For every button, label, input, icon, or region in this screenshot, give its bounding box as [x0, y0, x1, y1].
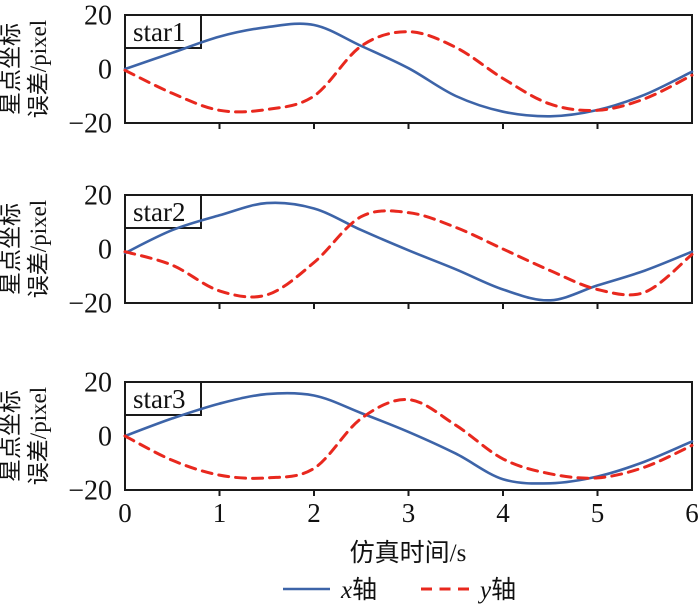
- curve-star2-x-axis: [123, 201, 694, 302]
- star-label-box: [124, 14, 202, 49]
- x-tick-label: 5: [591, 498, 605, 528]
- star-label: star2: [133, 197, 185, 227]
- star-label-box: [124, 381, 202, 416]
- x-tick-label: 3: [402, 498, 416, 528]
- x-tick-label: 2: [307, 498, 321, 528]
- y-axis-label-line1: 星点坐标: [0, 203, 23, 295]
- x-tick-marks: [218, 123, 599, 129]
- y-tick-label: 20: [84, 368, 112, 399]
- curve-star2-y-axis: [123, 209, 694, 299]
- star-label: star1: [133, 17, 185, 47]
- y-tick-label: −20: [68, 109, 112, 140]
- subplot-star1: 20 0 −20 星点坐标 误差/pixel star1: [0, 1, 694, 140]
- curve-star1-x-axis: [123, 22, 694, 118]
- y-axis-label-line2: 误差/pixel: [26, 20, 51, 118]
- x-tick-marks: [218, 490, 599, 496]
- y-axis-label-line2: 误差/pixel: [26, 387, 51, 485]
- star-label-box: [124, 194, 202, 229]
- x-tick-label: 6: [685, 498, 699, 528]
- subplot-star2: 20 0 −20 星点坐标 误差/pixel star2: [0, 181, 694, 320]
- y-tick-label: 20: [84, 181, 112, 212]
- y-axis-label-line1: 星点坐标: [0, 23, 23, 115]
- x-tick-label: 1: [213, 498, 227, 528]
- subplot-star3: 20 0 −20 星点坐标 误差/pixel star3: [0, 368, 694, 507]
- y-tick-label: 0: [98, 422, 112, 453]
- curve-star1-y-axis: [123, 30, 694, 114]
- y-tick-label: 0: [98, 55, 112, 86]
- x-axis-tick-labels: 0 1 2 3 4 5 6: [118, 498, 699, 528]
- y-axis-label-line2: 误差/pixel: [26, 200, 51, 298]
- y-tick-label: 0: [98, 235, 112, 266]
- y-axis-label-line1: 星点坐标: [0, 390, 23, 482]
- x-tick-label: 4: [496, 498, 510, 528]
- legend-label-y-axis: y轴: [477, 576, 516, 604]
- x-tick-label: 0: [118, 498, 132, 528]
- y-tick-label: −20: [68, 476, 112, 507]
- star-label: star3: [133, 384, 185, 414]
- legend: x轴 y轴: [283, 576, 516, 604]
- curve-star3-y-axis: [123, 398, 694, 480]
- curve-star3-x-axis: [123, 391, 694, 485]
- legend-label-x-axis: x轴: [340, 576, 377, 604]
- x-axis-label: 仿真时间/s: [350, 539, 467, 567]
- y-tick-label: −20: [68, 289, 112, 320]
- y-tick-label: 20: [84, 1, 112, 32]
- x-tick-marks: [218, 303, 599, 309]
